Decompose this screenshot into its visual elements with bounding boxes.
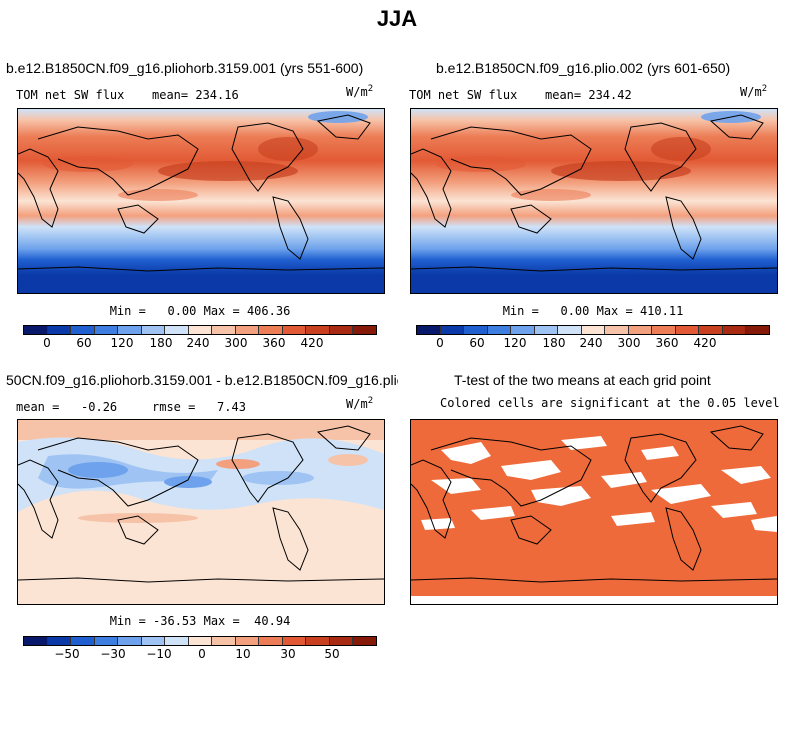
cb1-label-3: 180 — [149, 336, 173, 350]
colorbar-swatch — [235, 326, 260, 334]
colorbar-swatch — [118, 637, 142, 645]
cb3-label-2: −10 — [146, 647, 172, 661]
panel-1-mean: mean= 234.16 — [152, 88, 239, 102]
panel-1-colorbar — [23, 325, 377, 335]
cb2-label-2: 120 — [503, 336, 527, 350]
colorbar-swatch — [188, 326, 213, 334]
colorbar-swatch — [212, 326, 236, 334]
colorbar-swatch — [675, 326, 700, 334]
cb2-label-0: 0 — [436, 336, 444, 350]
colorbar-swatch — [24, 326, 48, 334]
panel-4-title: T-test of the two means at each grid poi… — [454, 372, 711, 388]
cb2-label-5: 300 — [617, 336, 641, 350]
cb3-label-5: 30 — [280, 647, 296, 661]
cb2-label-4: 240 — [579, 336, 603, 350]
colorbar-swatch — [306, 637, 330, 645]
panel-2-stats: Min = 0.00 Max = 410.11 — [502, 304, 684, 318]
colorbar-swatch — [188, 637, 213, 645]
cb2-label-6: 360 — [655, 336, 679, 350]
colorbar-swatch — [47, 326, 72, 334]
colorbar-swatches — [23, 325, 377, 335]
panel-2-map — [410, 108, 778, 294]
panel-2-title: b.e12.B1850CN.f09_g16.plio.002 (yrs 601-… — [436, 60, 731, 76]
panel-2-variable: TOM net SW flux — [409, 88, 518, 102]
colorbar-swatch — [165, 637, 189, 645]
panel-2-colorbar — [416, 325, 770, 335]
colorbar-swatch — [353, 637, 376, 645]
panel-4-map — [410, 419, 778, 605]
panel-4-subtitle: Colored cells are significant at the 0.0… — [440, 396, 780, 410]
colorbar-swatch — [24, 637, 48, 645]
cb1-label-6: 360 — [262, 336, 286, 350]
cb1-label-1: 60 — [76, 336, 92, 350]
colorbar-swatch — [118, 326, 142, 334]
colorbar-swatch — [235, 637, 260, 645]
panel-3-rmse: rmse = 7.43 — [152, 400, 246, 414]
colorbar-swatch — [259, 326, 283, 334]
colorbar-swatch — [722, 326, 747, 334]
cb1-label-5: 300 — [224, 336, 248, 350]
cb2-label-7: 420 — [693, 336, 717, 350]
panel-3-stats: Min = -36.53 Max = 40.94 — [109, 614, 291, 628]
colorbar-swatches — [23, 636, 377, 646]
colorbar-swatch — [165, 326, 189, 334]
colorbar-swatch — [329, 637, 354, 645]
figure-title: JJA — [376, 6, 418, 31]
panel-3-units: W/m2 — [346, 396, 374, 411]
colorbar-swatch — [71, 326, 95, 334]
colorbar-swatch — [212, 637, 236, 645]
panel-1-variable: TOM net SW flux — [16, 88, 125, 102]
colorbar-swatch — [581, 326, 606, 334]
cb2-label-3: 180 — [542, 336, 566, 350]
colorbar-swatch — [141, 637, 166, 645]
cb1-label-0: 0 — [43, 336, 51, 350]
cb3-label-6: 50 — [324, 647, 340, 661]
colorbar-swatch — [511, 326, 535, 334]
panel-3-title: 50CN.f09_g16.pliohorb.3159.001 - b.e12.B… — [6, 372, 398, 388]
colorbar-swatch — [464, 326, 488, 334]
panel-1-units: W/m2 — [346, 84, 374, 99]
panel-2-mean: mean= 234.42 — [545, 88, 632, 102]
colorbar-swatch — [534, 326, 559, 334]
colorbar-swatch — [440, 326, 465, 334]
colorbar-swatch — [417, 326, 441, 334]
panel-1-stats: Min = 0.00 Max = 406.36 — [109, 304, 291, 318]
colorbar-swatch — [282, 637, 307, 645]
panel-3-colorbar — [23, 636, 377, 646]
colorbar-swatch — [259, 637, 283, 645]
cb1-label-7: 420 — [300, 336, 324, 350]
colorbar-swatch — [558, 326, 582, 334]
colorbar-swatches — [416, 325, 770, 335]
colorbar-swatch — [487, 326, 512, 334]
colorbar-swatch — [282, 326, 307, 334]
cb3-label-3: 0 — [198, 647, 206, 661]
colorbar-swatch — [628, 326, 653, 334]
colorbar-swatch — [605, 326, 629, 334]
panel-3-map — [17, 419, 385, 605]
cb2-label-1: 60 — [469, 336, 485, 350]
panel-1-title: b.e12.B1850CN.f09_g16.pliohorb.3159.001 … — [6, 60, 364, 76]
panel-3-mean: mean = -0.26 — [16, 400, 118, 414]
colorbar-swatch — [306, 326, 330, 334]
colorbar-swatch — [141, 326, 166, 334]
colorbar-swatch — [699, 326, 723, 334]
cb1-label-2: 120 — [110, 336, 134, 350]
cb3-label-4: 10 — [235, 647, 251, 661]
cb3-label-1: −30 — [100, 647, 126, 661]
colorbar-swatch — [47, 637, 72, 645]
colorbar-swatch — [353, 326, 376, 334]
colorbar-swatch — [746, 326, 769, 334]
cb1-label-4: 240 — [186, 336, 210, 350]
cb3-label-0: −50 — [54, 647, 80, 661]
colorbar-swatch — [329, 326, 354, 334]
panel-1-map — [17, 108, 385, 294]
panel-2-units: W/m2 — [740, 84, 768, 99]
colorbar-swatch — [94, 326, 119, 334]
colorbar-swatch — [71, 637, 95, 645]
colorbar-swatch — [94, 637, 119, 645]
colorbar-swatch — [652, 326, 676, 334]
